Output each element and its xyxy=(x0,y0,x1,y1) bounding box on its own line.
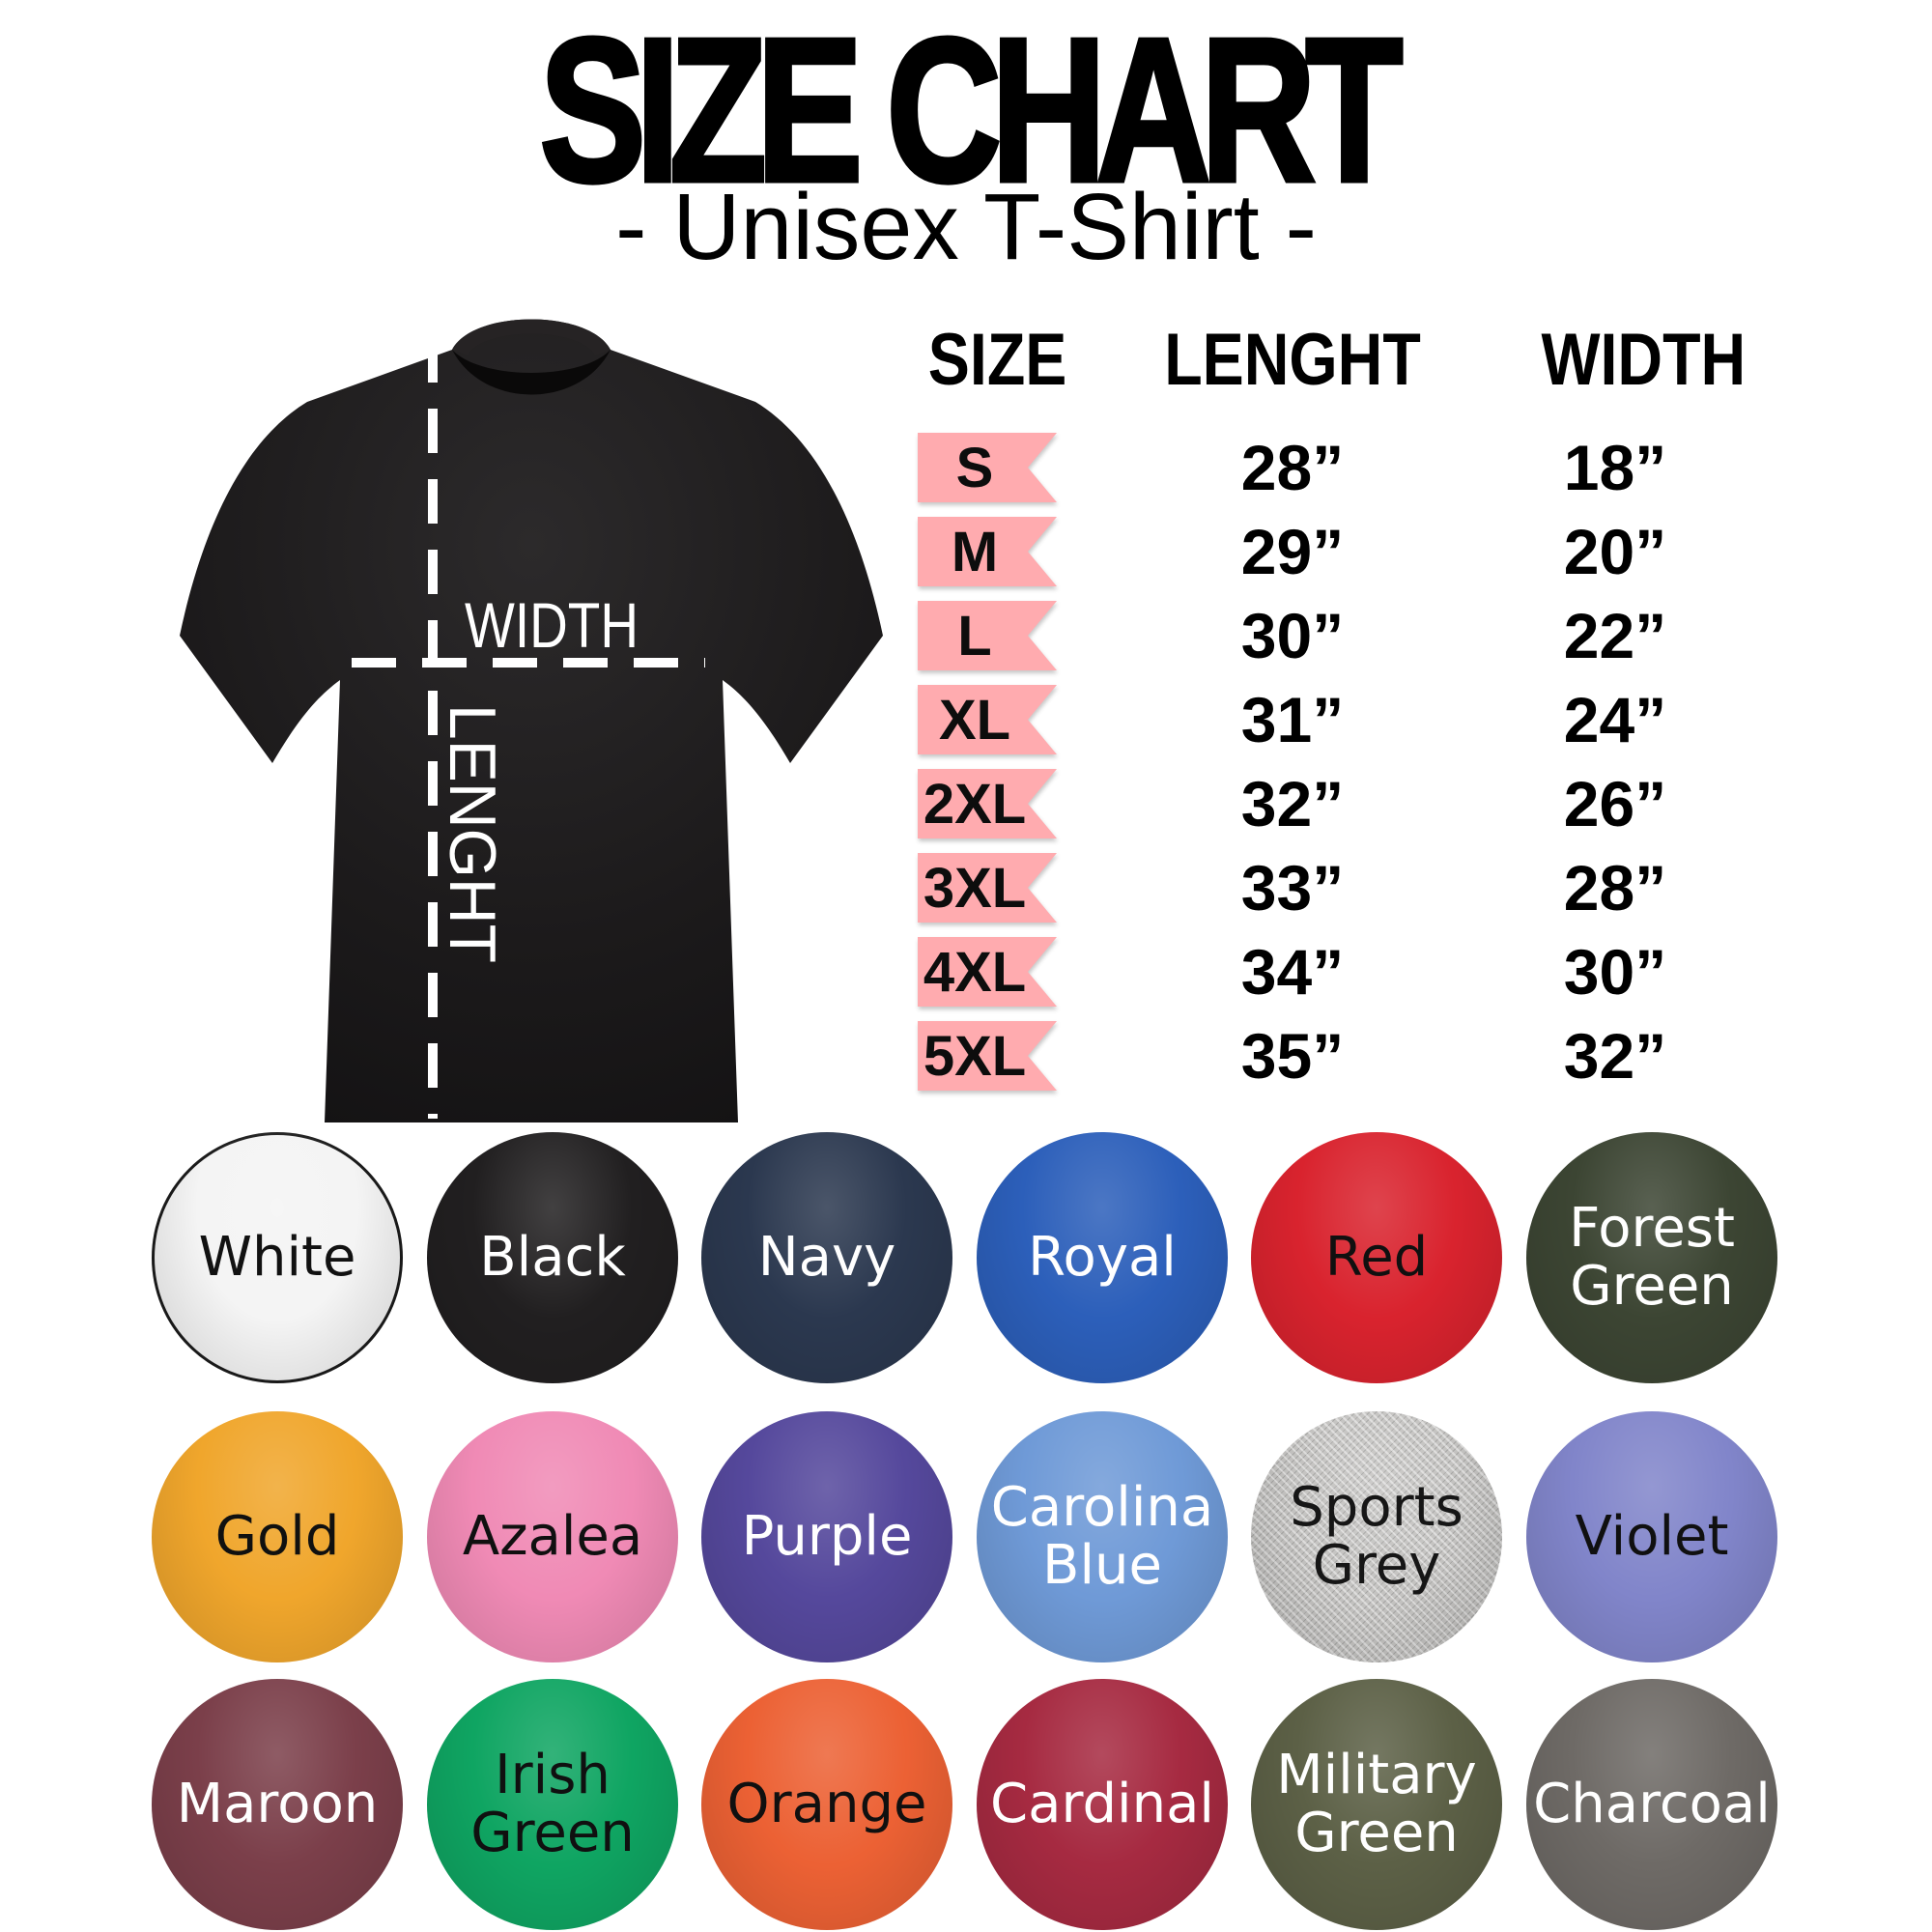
size-tag-ribbon: L xyxy=(918,601,1057,670)
color-swatch: Navy xyxy=(701,1132,952,1383)
color-swatch: Carolina Blue xyxy=(977,1411,1228,1662)
page-subtitle: - Unisex T-Shirt - xyxy=(615,174,1317,279)
width-value: 28” xyxy=(1563,852,1667,923)
color-swatch: Charcoal xyxy=(1526,1679,1777,1930)
tshirt-graphic: WIDTH LENGHT xyxy=(180,319,883,1122)
width-value: 32” xyxy=(1563,1020,1667,1092)
length-value: 35” xyxy=(1240,1020,1345,1092)
length-value: 30” xyxy=(1240,600,1345,671)
size-table-rows: S 28” 18” M 29” 20” L 30” 22” XL 31” 24”… xyxy=(918,431,1702,1103)
size-tag-ribbon: 4XL xyxy=(918,937,1057,1007)
length-value: 33” xyxy=(1240,852,1345,923)
table-row: S 28” 18” xyxy=(918,431,1702,503)
collar-front xyxy=(452,350,611,395)
color-swatch: Purple xyxy=(701,1411,952,1662)
color-swatch-label: Forest Green xyxy=(1569,1196,1735,1318)
size-tag-label: 5XL xyxy=(918,1021,1057,1091)
width-measure-label: WIDTH xyxy=(465,589,639,661)
width-value: 24” xyxy=(1563,684,1667,755)
table-row: 3XL 33” 28” xyxy=(918,851,1702,923)
color-swatch-label: Cardinal xyxy=(990,1772,1214,1835)
color-swatch: Irish Green xyxy=(427,1679,678,1930)
size-tag-ribbon: M xyxy=(918,517,1057,586)
length-value: 32” xyxy=(1240,768,1345,839)
column-header-length: LENGHT xyxy=(1164,319,1421,401)
color-swatch: Forest Green xyxy=(1526,1132,1777,1383)
color-swatch-label: Black xyxy=(479,1225,626,1289)
size-tag-label: L xyxy=(918,601,1057,670)
size-tag-ribbon: S xyxy=(918,433,1057,502)
width-value: 30” xyxy=(1563,936,1667,1008)
size-tag-ribbon: 3XL xyxy=(918,853,1057,923)
color-swatch-label: Navy xyxy=(757,1225,896,1289)
color-swatch-label: Purple xyxy=(741,1504,913,1568)
color-swatch-label: Carolina Blue xyxy=(990,1475,1214,1597)
size-table-header: SIZE LENGHT WIDTH xyxy=(918,319,1747,401)
length-value: 28” xyxy=(1240,432,1345,503)
table-row: 5XL 35” 32” xyxy=(918,1019,1702,1092)
color-swatch-label: Sports Grey xyxy=(1290,1475,1463,1597)
width-value: 22” xyxy=(1563,600,1667,671)
size-tag-ribbon: XL xyxy=(918,685,1057,754)
size-tag-label: 3XL xyxy=(918,853,1057,923)
color-swatch-label: Maroon xyxy=(176,1772,379,1835)
color-swatch-label: Violet xyxy=(1575,1504,1729,1568)
table-row: 2XL 32” 26” xyxy=(918,767,1702,839)
column-header-width: WIDTH xyxy=(1541,319,1747,401)
color-swatch: Maroon xyxy=(152,1679,403,1930)
page-title: SIZE CHART xyxy=(538,0,1406,224)
color-swatch: Royal xyxy=(977,1132,1228,1383)
column-header-size: SIZE xyxy=(927,319,1067,401)
color-swatch: Sports Grey xyxy=(1251,1411,1502,1662)
table-row: M 29” 20” xyxy=(918,515,1702,587)
size-tag-label: XL xyxy=(918,685,1057,754)
color-swatch-label: White xyxy=(198,1225,356,1289)
length-value: 34” xyxy=(1240,936,1345,1008)
color-swatch: Red xyxy=(1251,1132,1502,1383)
size-tag-label: 4XL xyxy=(918,937,1057,1007)
color-swatch: Orange xyxy=(701,1679,952,1930)
size-tag-ribbon: 2XL xyxy=(918,769,1057,838)
length-value: 31” xyxy=(1240,684,1345,755)
color-swatch: Black xyxy=(427,1132,678,1383)
width-value: 18” xyxy=(1563,432,1667,503)
color-swatch: Cardinal xyxy=(977,1679,1228,1930)
size-tag-label: 2XL xyxy=(918,769,1057,838)
table-row: XL 31” 24” xyxy=(918,683,1702,755)
color-swatch-label: Azalea xyxy=(462,1504,643,1568)
color-swatch-label: Royal xyxy=(1028,1225,1177,1289)
color-swatch: Gold xyxy=(152,1411,403,1662)
color-swatch-label: Military Green xyxy=(1276,1743,1477,1864)
color-swatch: Military Green xyxy=(1251,1679,1502,1930)
width-value: 26” xyxy=(1563,768,1667,839)
color-swatch: Azalea xyxy=(427,1411,678,1662)
color-swatch-label: Irish Green xyxy=(470,1743,635,1864)
size-tag-ribbon: 5XL xyxy=(918,1021,1057,1091)
color-swatch-label: Red xyxy=(1324,1225,1429,1289)
color-swatch-label: Orange xyxy=(726,1772,927,1835)
color-swatch: White xyxy=(152,1132,403,1383)
color-swatch-label: Charcoal xyxy=(1533,1772,1771,1835)
length-value: 29” xyxy=(1240,516,1345,587)
table-row: L 30” 22” xyxy=(918,599,1702,671)
collar-back xyxy=(452,319,611,355)
length-measure-label: LENGHT xyxy=(436,704,509,963)
tshirt-body xyxy=(180,319,883,1122)
table-row: 4XL 34” 30” xyxy=(918,935,1702,1008)
color-swatch: Violet xyxy=(1526,1411,1777,1662)
color-swatch-label: Gold xyxy=(214,1504,340,1568)
width-value: 20” xyxy=(1563,516,1667,587)
size-tag-label: S xyxy=(918,433,1057,502)
size-tag-label: M xyxy=(918,517,1057,586)
